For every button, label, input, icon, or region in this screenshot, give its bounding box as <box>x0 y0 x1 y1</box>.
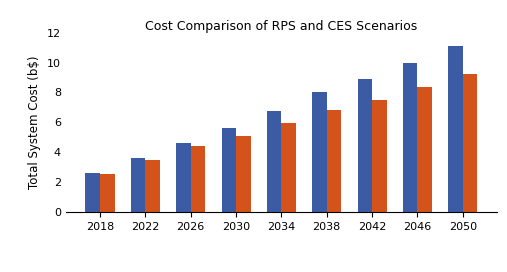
Bar <box>403 63 417 212</box>
Bar <box>357 79 372 212</box>
Bar <box>131 158 146 212</box>
Title: Cost Comparison of RPS and CES Scenarios: Cost Comparison of RPS and CES Scenarios <box>146 20 417 33</box>
Bar <box>281 123 296 212</box>
Bar <box>372 100 386 212</box>
Bar <box>463 74 477 212</box>
Bar <box>327 110 341 212</box>
Bar <box>191 146 205 212</box>
Bar <box>86 172 100 212</box>
Bar <box>267 111 281 212</box>
Bar <box>417 87 432 212</box>
Y-axis label: Total System Cost (b$): Total System Cost (b$) <box>28 56 42 189</box>
Bar <box>236 136 250 212</box>
Bar <box>312 92 327 212</box>
Bar <box>448 46 463 212</box>
Bar <box>176 143 191 212</box>
Bar <box>222 128 236 212</box>
Legend: RPS, CES: RPS, CES <box>239 268 323 272</box>
Bar <box>146 160 160 212</box>
Bar <box>100 174 115 212</box>
